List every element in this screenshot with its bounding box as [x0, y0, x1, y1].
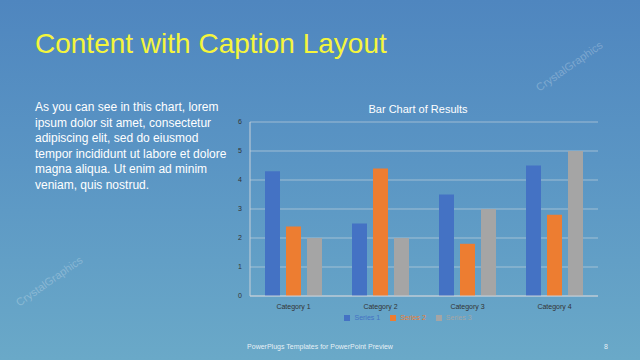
html-text:As you can see in this chart,: As you can see in this chart, lorem ipsu…	[35, 100, 227, 192]
svg-text:3: 3	[238, 205, 242, 212]
html-text:Bar Chart of Results: Bar Chart of Results	[368, 103, 468, 115]
html-text:8: 8	[604, 343, 608, 350]
svg-text:0: 0	[238, 292, 242, 299]
svg-text:Category 1: Category 1	[276, 303, 310, 311]
html-text:Series 3: Series 3	[445, 314, 472, 321]
svg-text:6: 6	[238, 118, 242, 125]
html-text:CrystalGraphics: CrystalGraphics	[533, 38, 605, 94]
svg-text:2: 2	[238, 234, 242, 241]
svg-text:Category 2: Category 2	[363, 303, 397, 311]
svg-text:Category 4: Category 4	[537, 303, 571, 311]
html-text:Content with Caption Layout: Content with Caption Layout	[35, 28, 387, 59]
html-text:CrystalGraphics: CrystalGraphics	[13, 253, 85, 309]
html-text:Series 1: Series 1	[354, 314, 381, 321]
svg-text:1: 1	[238, 263, 242, 270]
html-text:PowerPlugs Templates for Power: PowerPlugs Templates for PowerPoint Prev…	[247, 343, 393, 350]
html-text:Series 2: Series 2	[400, 314, 426, 321]
svg-text:5: 5	[238, 147, 242, 154]
svg-text:Category 3: Category 3	[450, 303, 484, 311]
svg-text:4: 4	[238, 176, 242, 183]
